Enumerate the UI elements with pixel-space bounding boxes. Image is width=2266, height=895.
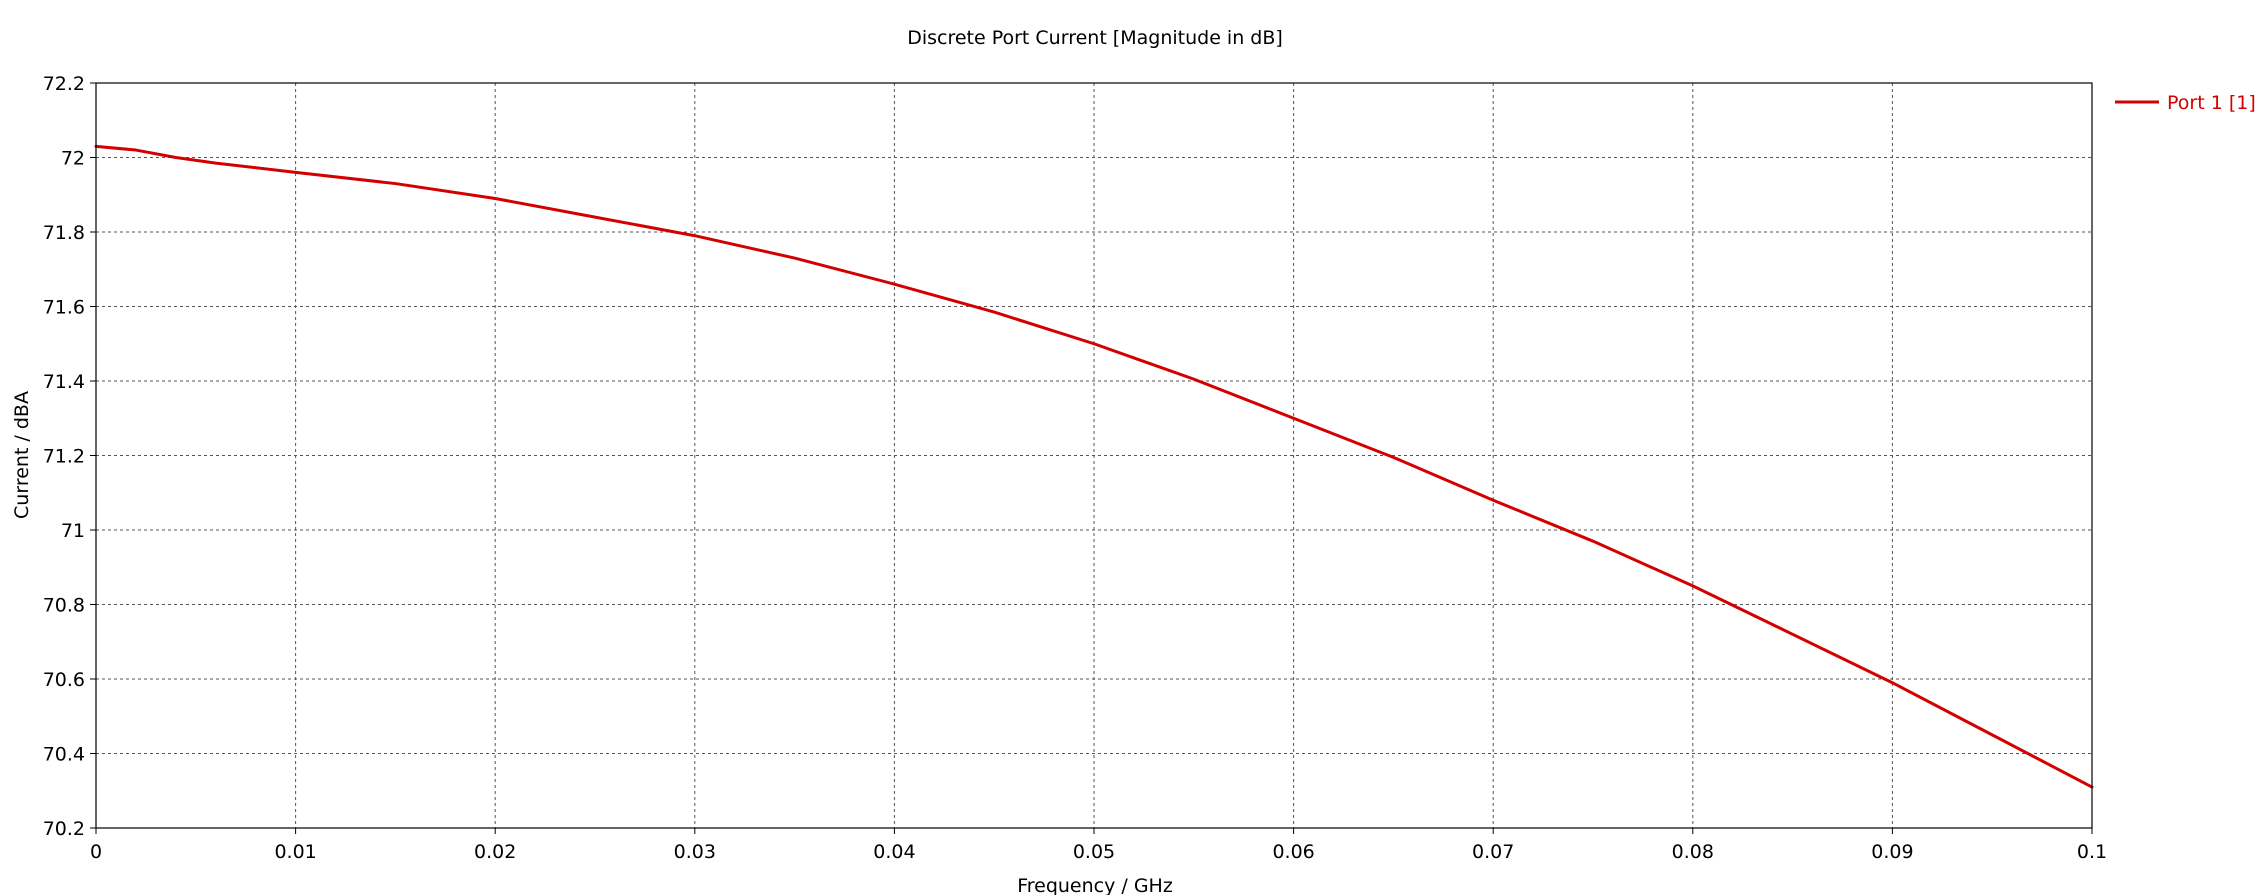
x-tick-label: 0.07 <box>1472 841 1514 863</box>
x-tick-label: 0.05 <box>1073 841 1115 863</box>
x-tick-label: 0.04 <box>873 841 915 863</box>
series-lines <box>94 144 2094 789</box>
series-line-1 <box>94 144 2094 789</box>
y-tick-label: 70.2 <box>43 818 85 840</box>
x-tick-label: 0 <box>90 841 102 863</box>
y-tick-label: 72.2 <box>43 73 85 95</box>
y-axis-label: Current / dBA <box>11 391 33 519</box>
grid-lines <box>90 82 2093 834</box>
legend-label-port-1: Port 1 [1] <box>2167 92 2256 114</box>
x-tick-label: 0.1 <box>2077 841 2107 863</box>
y-tick-label: 71.6 <box>43 297 85 319</box>
x-axis-label: Frequency / GHz <box>1017 875 1173 895</box>
x-tick-label: 0.06 <box>1272 841 1314 863</box>
x-tick-label: 0.08 <box>1672 841 1714 863</box>
x-tick-label: 0.01 <box>274 841 316 863</box>
y-tick-label: 71.4 <box>43 371 85 393</box>
y-tick-label: 70.4 <box>43 744 85 766</box>
y-tick-label: 70.6 <box>43 669 85 691</box>
y-tick-label: 71.8 <box>43 222 85 244</box>
y-tick-label: 71.2 <box>43 446 85 468</box>
tick-labels: 0 0.01 0.02 0.03 0.04 0.05 0.06 0.07 0.08 0.09 0.1… <box>43 73 2107 863</box>
y-tick-label: 72 <box>61 148 85 170</box>
x-tick-label: 0.09 <box>1871 841 1913 863</box>
x-tick-label: 0.03 <box>674 841 716 863</box>
x-tick-label: 0.02 <box>474 841 516 863</box>
legend: Port 1 [1] <box>2115 92 2256 114</box>
y-tick-label: 70.8 <box>43 595 85 617</box>
plot-area-frame <box>95 82 2093 829</box>
y-tick-label: 71 <box>61 520 85 542</box>
chart-title: Discrete Port Current [Magnitude in dB] <box>907 27 1283 49</box>
